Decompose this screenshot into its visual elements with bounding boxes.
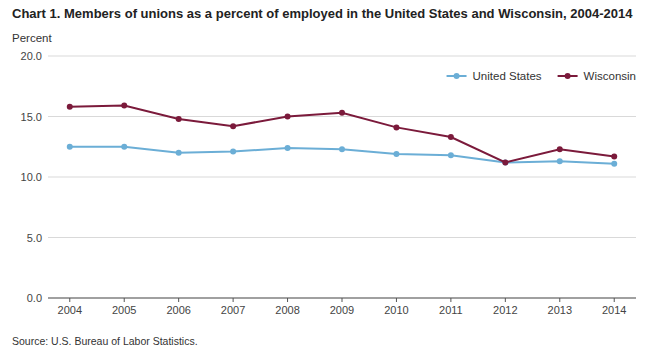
point: [176, 150, 182, 156]
point: [230, 149, 236, 155]
point: [611, 153, 617, 159]
x-tick: [396, 298, 397, 302]
y-tick-label: 5.0: [27, 232, 42, 244]
x-tick-label: 2010: [384, 304, 408, 316]
x-tick: [233, 298, 234, 302]
x-tick: [287, 298, 288, 302]
title: Chart 1. Members of unions as a percent …: [12, 6, 633, 21]
legend-item: Wisconsin: [558, 70, 636, 82]
point: [339, 146, 345, 152]
x-tick: [505, 298, 506, 302]
x-tick: [614, 298, 615, 302]
x-tick: [559, 298, 560, 302]
legend-item: United States: [447, 70, 542, 82]
point: [393, 124, 399, 130]
point: [176, 116, 182, 122]
x-tick-label: 2011: [439, 304, 463, 316]
x-tick-label: 2007: [221, 304, 245, 316]
y-tick-label: 15.0: [21, 111, 42, 123]
grid-line: [48, 56, 636, 57]
point: [611, 161, 617, 167]
x-tick: [69, 298, 70, 302]
grid-line: [48, 177, 636, 178]
y-tick-label: 20.0: [21, 50, 42, 62]
x-tick-label: 2009: [330, 304, 354, 316]
x-tick-label: 2005: [112, 304, 136, 316]
x-axis: 2004 2005 2006 2007 2008 2009 2010 2011 2012 2013…: [48, 298, 636, 316]
legend-marker: [454, 73, 460, 79]
x-tick: [124, 298, 125, 302]
point: [339, 110, 345, 116]
x-tick-label: 2008: [275, 304, 299, 316]
point: [502, 159, 508, 165]
y-tick-label: 10.0: [21, 171, 42, 183]
point: [502, 159, 508, 165]
y-axis: 0.0 5.0 10.0 15.0 20.0: [21, 50, 636, 304]
x-tick-label: 2006: [166, 304, 190, 316]
legend-label: Wisconsin: [584, 70, 636, 82]
x-tick-label: 2012: [493, 304, 517, 316]
annotation: Source: U.S. Bureau of Labor Statistics.: [12, 335, 198, 347]
y-tick-label: 0.0: [27, 292, 42, 304]
line: [70, 106, 614, 163]
title-line: Chart 1. Members of unions as a percent …: [12, 6, 633, 21]
point: [67, 104, 73, 110]
series: [67, 103, 617, 166]
x-tick-label: 2013: [548, 304, 572, 316]
point: [393, 151, 399, 157]
point: [230, 123, 236, 129]
plot-area: [67, 103, 617, 167]
point: [121, 144, 127, 150]
grid-line: [48, 116, 636, 117]
legend-marker: [565, 73, 571, 79]
point: [557, 146, 563, 152]
point: [448, 134, 454, 140]
x-tick: [342, 298, 343, 302]
grid-line: [48, 237, 636, 238]
point: [285, 114, 291, 120]
point: [67, 144, 73, 150]
point: [121, 103, 127, 109]
x-tick: [450, 298, 451, 302]
x-tick: [178, 298, 179, 302]
point: [285, 145, 291, 151]
legend: United States Wisconsin: [447, 70, 636, 82]
point: [448, 152, 454, 158]
chart: Chart 1. Members of unions as a percent …: [0, 0, 650, 353]
x-tick-label: 2004: [58, 304, 82, 316]
y-axis-label: Percent: [12, 32, 52, 44]
x-tick-label: 2014: [602, 304, 626, 316]
legend-label: United States: [473, 70, 542, 82]
point: [557, 158, 563, 164]
